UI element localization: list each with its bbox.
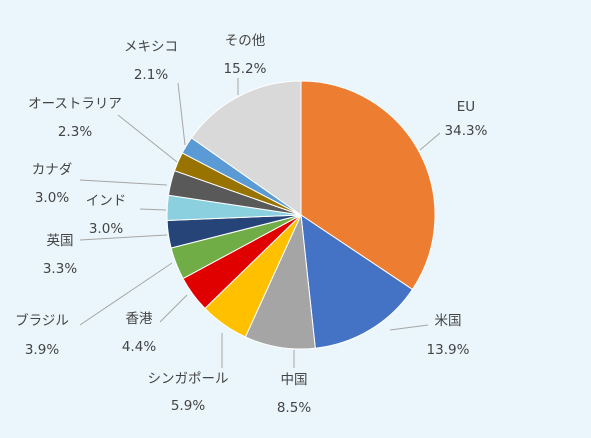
- slice-labels: EU 34.3% 米国 13.9% 中国 8.5% シンガポール 5.9% 香港…: [15, 33, 487, 416]
- label-india-name: インド: [86, 193, 127, 209]
- label-canada-value: 3.0%: [35, 190, 69, 206]
- leader-line-7: [139, 208, 167, 211]
- label-india-value: 3.0%: [89, 221, 123, 237]
- leader-line-10: [177, 82, 186, 146]
- label-uk-name: 英国: [47, 232, 74, 249]
- label-australia-value: 2.3%: [58, 124, 92, 140]
- label-us-value: 13.9%: [427, 342, 470, 358]
- label-china-value: 8.5%: [277, 400, 311, 416]
- label-brazil-name: ブラジル: [15, 312, 69, 329]
- leader-lines: [79, 78, 441, 368]
- label-brazil-value: 3.9%: [25, 342, 59, 358]
- leader-line-0: [419, 132, 441, 151]
- label-us-name: 米国: [435, 313, 462, 329]
- label-eu-name: EU: [457, 99, 475, 115]
- label-uk-value: 3.3%: [43, 261, 77, 277]
- leader-line-6: [79, 234, 168, 241]
- label-eu-value: 34.3%: [445, 123, 488, 139]
- label-china-name: 中国: [281, 372, 308, 388]
- leader-line-8: [79, 179, 168, 186]
- label-hongkong-name: 香港: [126, 311, 153, 327]
- label-other-value: 15.2%: [224, 61, 267, 77]
- label-australia-name: オーストラリア: [28, 96, 122, 112]
- leader-line-5: [79, 262, 173, 326]
- label-other-name: その他: [225, 33, 266, 49]
- label-singapore-value: 5.9%: [171, 398, 205, 414]
- label-canada-name: カナダ: [32, 162, 73, 178]
- label-mexico-value: 2.1%: [134, 67, 168, 83]
- label-singapore-name: シンガポール: [148, 371, 229, 387]
- leader-line-4: [159, 294, 188, 323]
- pie-slices: [166, 80, 436, 350]
- label-mexico-name: メキシコ: [124, 39, 178, 55]
- leader-line-9: [117, 114, 178, 163]
- pie-slice-11: [190, 80, 302, 216]
- pie-slice-1: [300, 213, 414, 349]
- label-hongkong-value: 4.4%: [122, 339, 156, 355]
- leader-line-1: [389, 324, 429, 331]
